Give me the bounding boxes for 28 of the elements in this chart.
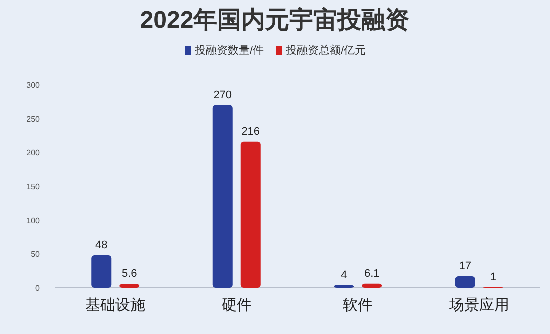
data-label: 17 [459,260,472,272]
bar [362,284,382,288]
bar [240,142,261,288]
bar [212,105,233,288]
bar [92,256,112,288]
x-tick-label: 场景应用 [448,297,510,314]
data-label: 216 [242,126,260,138]
data-label: 48 [96,240,108,252]
data-label: 6.1 [364,268,380,280]
bar [120,284,140,288]
chart-title: 2022年国内元宇宙投融资 [140,6,410,34]
data-label: 5.6 [122,268,138,280]
y-tick-label: 150 [26,182,41,192]
bar [455,276,476,288]
x-tick-label: 软件 [343,297,374,314]
y-tick-label: 100 [26,216,41,226]
y-tick-label: 0 [36,284,41,293]
data-label: 1 [490,271,496,284]
data-label: 270 [214,89,232,102]
x-tick-label: 基础设施 [86,297,146,314]
x-tick-label: 硬件 [222,297,252,314]
legend-label: 投融资数量/件 [194,45,264,57]
y-tick-label: 50 [31,250,41,260]
y-tick-label: 250 [26,114,41,124]
y-tick-label: 200 [26,148,41,158]
y-tick-label: 300 [26,81,41,90]
legend-label: 投融资总额/亿元 [285,44,366,57]
data-label: 4 [341,269,348,282]
